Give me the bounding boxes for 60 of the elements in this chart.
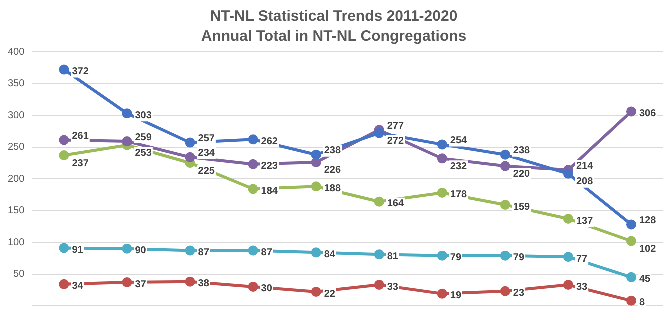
data-label: 208 — [576, 176, 594, 188]
y-tick-label: 400 — [8, 46, 26, 58]
data-label: 223 — [261, 161, 278, 172]
data-label: 81 — [387, 251, 399, 262]
y-tick-label: 300 — [8, 110, 26, 122]
data-label: 19 — [450, 290, 462, 302]
data-label: 90 — [135, 246, 147, 257]
data-label: 238 — [324, 146, 342, 157]
data-label: 128 — [639, 215, 657, 226]
data-label: 220 — [513, 169, 531, 180]
chart-subtitle: Annual Total in NT-NL Congregations — [201, 28, 467, 46]
data-label: 102 — [639, 244, 657, 255]
y-tick-label: 250 — [8, 142, 26, 153]
data-label: 38 — [198, 278, 210, 290]
chart-title: NT-NL Statistical Trends 2011-2020 — [210, 8, 458, 26]
y-tick-label: 100 — [8, 237, 26, 248]
data-label: 23 — [513, 288, 525, 300]
data-label: 159 — [513, 202, 531, 213]
data-label: 33 — [387, 282, 399, 293]
data-label: 30 — [261, 284, 273, 295]
y-tick-label: 350 — [8, 78, 26, 90]
data-label: 184 — [261, 186, 278, 197]
data-label: 226 — [324, 165, 342, 176]
data-label: 303 — [135, 110, 152, 122]
data-label: 372 — [72, 66, 90, 78]
data-label: 214 — [576, 160, 594, 172]
data-label: 306 — [639, 108, 657, 120]
data-label: 37 — [135, 279, 147, 290]
data-label: 257 — [198, 134, 216, 145]
data-label: 253 — [135, 148, 152, 160]
data-label: 261 — [72, 131, 90, 142]
data-label: 225 — [198, 166, 216, 177]
data-label: 87 — [198, 248, 210, 259]
data-label: 272 — [387, 136, 404, 148]
data-label: 254 — [450, 135, 468, 146]
data-label: 237 — [72, 158, 90, 170]
data-label: 232 — [450, 161, 468, 172]
data-label: 164 — [387, 198, 404, 210]
data-label: 79 — [450, 252, 462, 264]
data-label: 137 — [576, 216, 594, 227]
data-label: 259 — [135, 132, 152, 144]
data-label: 87 — [261, 248, 273, 259]
data-label: 79 — [513, 252, 525, 264]
data-label: 178 — [450, 190, 468, 201]
data-label: 84 — [324, 249, 336, 260]
data-label: 277 — [387, 120, 404, 132]
y-tick-label: 150 — [8, 206, 26, 216]
data-label: 234 — [198, 148, 216, 160]
y-tick-label: 50 — [14, 269, 26, 280]
data-label: 33 — [576, 282, 588, 293]
data-label: 77 — [576, 254, 588, 265]
data-label: 238 — [513, 146, 531, 157]
data-label: 188 — [324, 183, 342, 194]
y-tick-label: 200 — [8, 174, 26, 185]
data-label: 8 — [639, 298, 646, 309]
data-label: 22 — [324, 288, 336, 300]
data-label: 45 — [639, 274, 652, 286]
data-label: 262 — [261, 136, 278, 148]
data-label: 91 — [72, 244, 84, 256]
data-label: 34 — [72, 281, 84, 292]
